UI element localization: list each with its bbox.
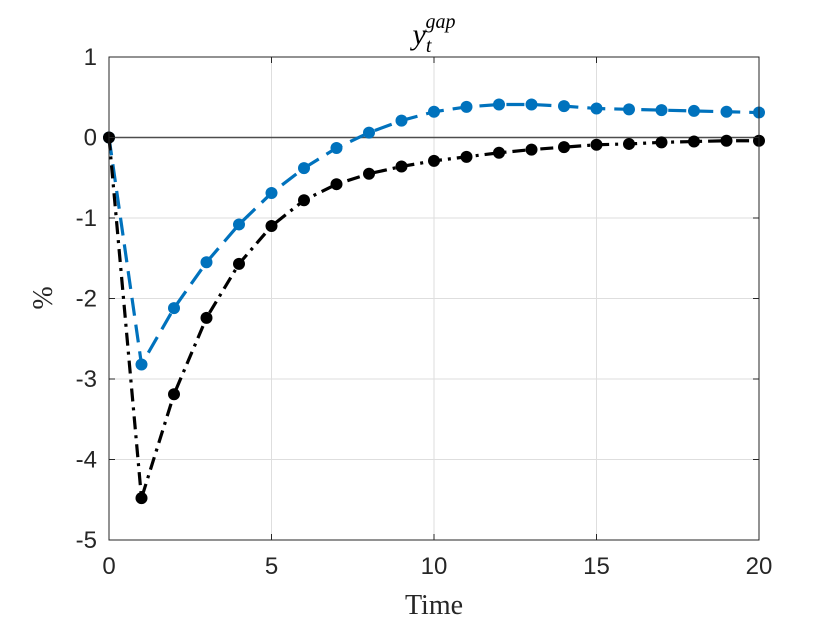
data-point-black-dashdot-10 [428, 154, 440, 167]
data-point-blue-dashed-10 [428, 105, 440, 118]
data-point-black-dashdot-4 [233, 257, 245, 270]
data-point-black-dashdot-3 [200, 311, 213, 324]
series-blue-dashed [103, 98, 765, 371]
data-point-black-dashdot-5 [265, 220, 278, 233]
y-tick-label-5: -4 [76, 447, 97, 474]
data-point-black-dashdot-1 [135, 492, 148, 505]
data-point-black-dashdot-16 [623, 137, 635, 150]
data-point-black-dashdot-19 [720, 134, 733, 147]
data-point-blue-dashed-19 [720, 105, 733, 118]
data-point-black-dashdot-6 [298, 194, 310, 207]
title-superscript: gap [425, 11, 455, 33]
data-point-blue-dashed-13 [525, 98, 538, 111]
x-tick-label-1: 5 [265, 553, 278, 580]
data-point-blue-dashed-7 [330, 141, 343, 154]
data-point-blue-dashed-14 [558, 100, 570, 113]
data-point-blue-dashed-5 [265, 187, 278, 200]
data-point-blue-dashed-6 [298, 162, 310, 175]
data-point-blue-dashed-16 [623, 103, 635, 116]
x-tick-label-0: 0 [102, 553, 115, 580]
data-point-black-dashdot-17 [655, 136, 668, 149]
x-axis-label: Time [405, 590, 463, 621]
y-tick-label-2: -1 [76, 205, 97, 232]
data-point-blue-dashed-11 [460, 100, 473, 113]
data-point-blue-dashed-12 [493, 98, 505, 111]
y-tick-label-3: -2 [76, 286, 97, 313]
axis-ticks [108, 56, 760, 541]
chart-title: ytgap [410, 11, 456, 57]
data-point-black-dashdot-12 [493, 146, 505, 159]
data-point-blue-dashed-1 [135, 358, 148, 371]
data-point-blue-dashed-9 [395, 114, 408, 127]
title-base: y [410, 18, 427, 51]
data-point-blue-dashed-2 [168, 302, 180, 315]
data-point-blue-dashed-4 [233, 218, 245, 231]
x-tick-label-4: 20 [746, 553, 773, 580]
y-tick-label-0: 1 [84, 44, 97, 71]
data-point-black-dashdot-9 [395, 160, 408, 173]
x-tick-label-2: 10 [421, 553, 448, 580]
series-black-dashdot [103, 131, 765, 505]
data-point-black-dashdot-11 [460, 150, 473, 163]
data-point-black-dashdot-2 [168, 388, 180, 401]
data-point-blue-dashed-8 [363, 126, 375, 139]
data-point-black-dashdot-18 [688, 135, 700, 148]
grid-lines [108, 56, 760, 541]
data-point-blue-dashed-15 [590, 102, 603, 115]
data-point-black-dashdot-7 [330, 178, 343, 191]
data-point-blue-dashed-3 [200, 256, 213, 269]
data-point-black-dashdot-15 [590, 138, 603, 151]
data-point-black-dashdot-8 [363, 167, 375, 180]
series-layer [103, 98, 765, 505]
y-tick-label-1: 0 [84, 125, 97, 152]
y-tick-label-4: -3 [76, 366, 97, 393]
data-point-black-dashdot-13 [525, 143, 538, 156]
data-point-blue-dashed-17 [655, 104, 668, 117]
title-subscript: t [426, 35, 432, 57]
y-axis-label: % [28, 286, 59, 309]
y-tick-label-6: -5 [76, 527, 97, 554]
data-point-blue-dashed-18 [688, 104, 700, 117]
x-tick-label-3: 15 [583, 553, 610, 580]
data-point-black-dashdot-14 [558, 141, 570, 154]
